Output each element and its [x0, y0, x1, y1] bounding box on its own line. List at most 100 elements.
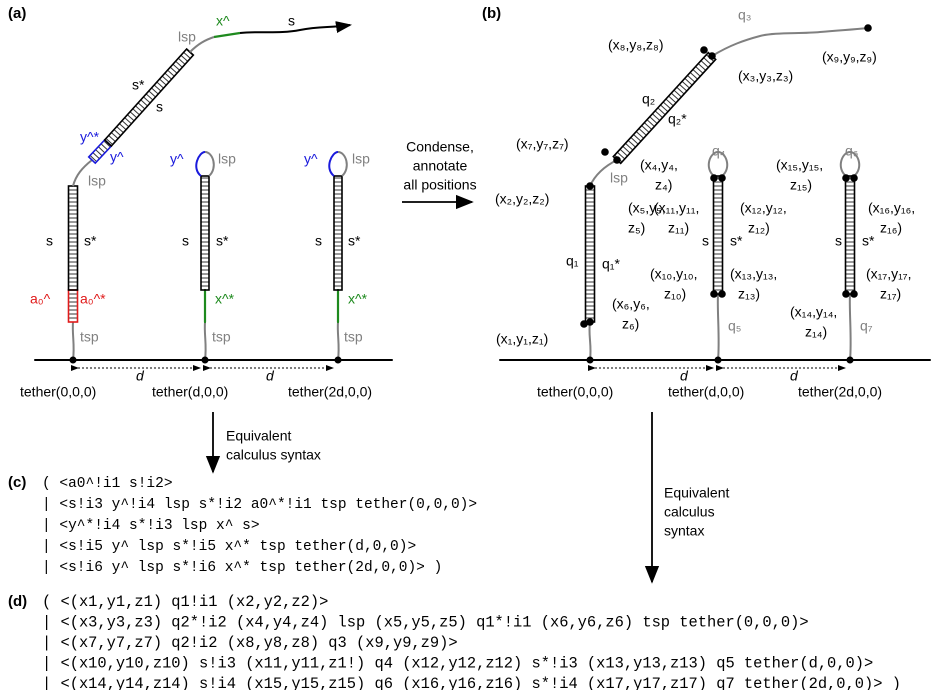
arrow-label: Equivalent	[226, 428, 291, 444]
position-dot	[718, 290, 726, 298]
strand-label: x^*	[215, 291, 235, 307]
position-label: z₁₆)	[880, 220, 902, 236]
position-dot	[847, 357, 854, 364]
strand-label: tether(0,0,0)	[20, 384, 96, 400]
position-label: (x₁₅,y₁₅,	[776, 157, 823, 173]
code-line: | <(x3,y3,z3) q2*!i2 (x4,y4,z4) lsp (x5,…	[42, 614, 809, 632]
position-dot	[708, 52, 716, 60]
code-line: | <s!i6 y^ lsp s*!i6 x^* tsp tether(2d,0…	[42, 560, 442, 576]
strand	[850, 294, 851, 360]
position-label: s*	[862, 233, 875, 249]
position-label: (x₇,y₇,z₇)	[516, 136, 569, 152]
strand-label: s	[46, 233, 53, 249]
position-label: (x₁₁,y₁₁,	[654, 200, 699, 216]
code-line: | <y^*!i4 s*!i3 lsp x^ s>	[42, 518, 260, 534]
strand-label: s*	[216, 233, 229, 249]
duplex	[613, 53, 715, 164]
position-label: q₂*	[668, 111, 687, 127]
duplex	[69, 186, 78, 290]
position-dot	[580, 320, 588, 328]
position-label: q₆	[845, 143, 858, 159]
figure: (a) (b) (c) (d) lspx^ss*sy^*y^lspss*a₀^a…	[0, 0, 935, 690]
position-label: z₁₁)	[668, 220, 689, 236]
position-label: q₁*	[602, 256, 621, 272]
strand-label: d	[136, 368, 145, 384]
duplex-group	[613, 53, 715, 164]
position-label: (x₁₀,y₁₀,	[650, 266, 698, 282]
strand	[214, 33, 240, 37]
position-label: s	[835, 233, 842, 249]
position-dot	[710, 174, 718, 182]
strand-label: y^*	[80, 129, 100, 145]
duplex-group	[105, 49, 194, 146]
strand-label: s	[182, 233, 189, 249]
position-label: q₅	[728, 318, 741, 334]
position-label: tether(2d,0,0)	[798, 384, 882, 400]
arrow-label: all positions	[403, 177, 476, 193]
strand	[205, 152, 214, 176]
strand-label: x^	[216, 13, 230, 29]
strand-label: y^	[304, 151, 318, 167]
position-label: (x₁₄,y₁₄,	[790, 304, 837, 320]
position-dot	[842, 174, 850, 182]
position-dot	[700, 46, 708, 54]
position-label: z₁₅)	[790, 177, 812, 193]
position-label: tether(d,0,0)	[668, 384, 744, 400]
strand-label: y^	[170, 151, 184, 167]
position-label: (x₁₇,y₁₇,	[866, 266, 912, 282]
position-label: z₄)	[655, 177, 672, 193]
position-dot	[850, 174, 858, 182]
strand-label: x^*	[348, 291, 368, 307]
strand	[196, 152, 205, 176]
arrow-label: syntax	[664, 523, 704, 539]
position-label: q₃	[738, 7, 752, 23]
strand	[73, 322, 74, 360]
position-label: (x₁₂,y₁₂,	[740, 200, 787, 216]
strand-label: s	[288, 13, 295, 29]
position-label: (x₂,y₂,z₂)	[495, 191, 549, 207]
strand-label: tether(2d,0,0)	[288, 384, 372, 400]
strand	[338, 152, 347, 176]
strand-label: s	[156, 99, 163, 115]
code-line: | <s!i5 y^ lsp s*!i5 x^* tsp tether(d,0,…	[42, 539, 416, 555]
strand-label: s*	[84, 233, 97, 249]
strand-label: y^	[110, 149, 124, 165]
position-dot	[70, 357, 77, 364]
strand	[338, 322, 339, 360]
duplex	[846, 176, 855, 294]
strand	[205, 322, 206, 360]
position-label: (x₈,y₈,z₈)	[608, 37, 664, 53]
panel-label: (a)	[8, 5, 26, 22]
position-label: (x₆,y₆,	[612, 296, 650, 312]
red-duplex	[69, 290, 78, 322]
position-dot	[710, 290, 718, 298]
strand-label: tether(d,0,0)	[152, 384, 228, 400]
arrow-label: calculus	[664, 504, 715, 520]
position-label: d	[790, 368, 799, 384]
position-label: z₁₇)	[880, 286, 901, 302]
strand-label: tsp	[80, 329, 99, 345]
arrow-label: calculus syntax	[226, 447, 321, 463]
position-label: q₇	[860, 318, 873, 334]
duplex	[334, 176, 342, 290]
position-label: s	[702, 233, 709, 249]
strand-label: s*	[132, 77, 145, 93]
position-label: q₂	[642, 91, 655, 107]
position-label: lsp	[610, 170, 628, 186]
position-dot	[601, 148, 609, 156]
duplex	[201, 176, 209, 290]
code-line: ( <a0^!i1 s!i2>	[42, 476, 173, 492]
strand-label: lsp	[218, 151, 236, 167]
position-dot	[587, 357, 594, 364]
position-label: z₁₄)	[805, 324, 827, 340]
strand	[718, 294, 719, 360]
position-dot	[718, 174, 726, 182]
position-label: (x₄,y₄,	[640, 157, 678, 173]
position-label: s*	[730, 233, 743, 249]
code-line: | <(x14,y14,z14) s!i4 (x15,y15,z15) q6 (…	[42, 675, 901, 690]
arrow-label: Equivalent	[664, 485, 729, 501]
position-label: (x₁₃,y₁₃,	[730, 266, 777, 282]
duplex	[586, 186, 595, 322]
code-line: | <(x10,y10,z10) s!i3 (x11,y11,z1!) q4 (…	[42, 655, 873, 673]
strand	[329, 152, 338, 176]
